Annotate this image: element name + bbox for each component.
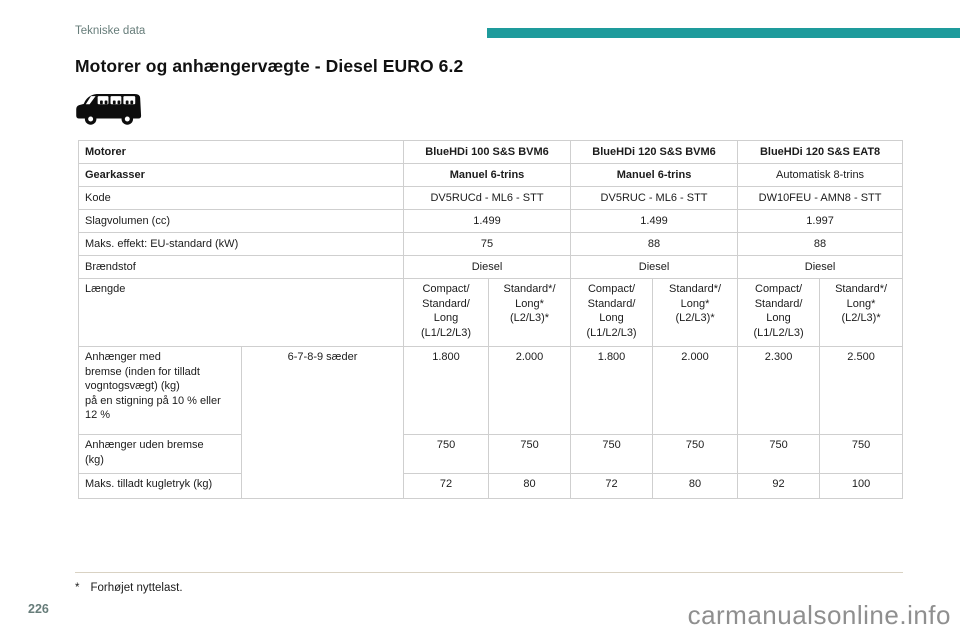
spec-value: 1.499 bbox=[403, 209, 572, 233]
spec-label: Kode bbox=[77, 186, 405, 210]
spec-value: 1.800 bbox=[570, 346, 654, 435]
van-icon bbox=[75, 92, 145, 127]
spec-label: Brændstof bbox=[77, 255, 405, 279]
spec-value: 750 bbox=[570, 434, 654, 474]
length-variant: Standard*/ Long* (L2/L3)* bbox=[652, 278, 739, 347]
engine-header: BlueHDi 120 S&S BVM6 bbox=[570, 140, 739, 164]
spec-value: Diesel bbox=[570, 255, 739, 279]
header-accent-bar bbox=[487, 28, 960, 38]
spec-value: Automatisk 8-trins bbox=[737, 163, 904, 187]
row-braked-trailer: Anhænger med bremse (inden for tilladt v… bbox=[78, 346, 904, 499]
row-displacement: Slagvolumen (cc) 1.499 1.499 1.997 bbox=[77, 209, 904, 233]
footnote: * Forhøjet nyttelast. bbox=[75, 582, 183, 594]
page-title: Motorer og anhængervægte - Diesel EURO 6… bbox=[75, 56, 464, 76]
spec-value: 2.000 bbox=[488, 346, 572, 435]
spec-value: DV5RUCd - ML6 - STT bbox=[403, 186, 572, 210]
engine-header: BlueHDi 100 S&S BVM6 bbox=[403, 140, 572, 164]
length-variant: Compact/ Standard/ Long (L1/L2/L3) bbox=[570, 278, 654, 347]
spec-value: 750 bbox=[488, 434, 572, 474]
spec-value: DW10FEU - AMN8 - STT bbox=[737, 186, 904, 210]
spec-value: 72 bbox=[403, 473, 490, 499]
spec-value: 80 bbox=[488, 473, 572, 499]
spec-label: Maks. tilladt kugletryk (kg) bbox=[78, 473, 242, 499]
spec-value: 2.000 bbox=[652, 346, 739, 435]
spec-value: Manuel 6-trins bbox=[570, 163, 739, 187]
spec-label: Maks. effekt: EU-standard (kW) bbox=[77, 232, 405, 256]
row-gearbox: Gearkasser Manuel 6-trins Manuel 6-trins… bbox=[77, 163, 904, 187]
spec-label: Motorer bbox=[77, 140, 405, 164]
row-nose-weight: Maks. tilladt kugletryk (kg) 72 80 72 80… bbox=[78, 473, 904, 499]
footnote-divider bbox=[75, 572, 903, 573]
spec-value: 2.500 bbox=[819, 346, 904, 435]
spec-value: 88 bbox=[737, 232, 904, 256]
engine-header: BlueHDi 120 S&S EAT8 bbox=[737, 140, 904, 164]
row-power: Maks. effekt: EU-standard (kW) 75 88 88 bbox=[77, 232, 904, 256]
spec-label: Slagvolumen (cc) bbox=[77, 209, 405, 233]
row-code: Kode DV5RUCd - ML6 - STT DV5RUC - ML6 - … bbox=[77, 186, 904, 210]
spec-value: 72 bbox=[570, 473, 654, 499]
spec-value: 100 bbox=[819, 473, 904, 499]
spec-value: DV5RUC - ML6 - STT bbox=[570, 186, 739, 210]
length-variant: Standard*/ Long* (L2/L3)* bbox=[819, 278, 904, 347]
spec-value: 92 bbox=[737, 473, 821, 499]
spec-value: 750 bbox=[652, 434, 739, 474]
row-length: Længde Compact/ Standard/ Long (L1/L2/L3… bbox=[77, 278, 904, 347]
length-variant: Compact/ Standard/ Long (L1/L2/L3) bbox=[403, 278, 490, 347]
spec-value: 750 bbox=[819, 434, 904, 474]
spec-value: 88 bbox=[570, 232, 739, 256]
breadcrumb: Tekniske data bbox=[75, 25, 146, 37]
spec-label: Længde bbox=[77, 278, 405, 347]
spec-value: 1.499 bbox=[570, 209, 739, 233]
spec-value: 1.800 bbox=[403, 346, 490, 435]
watermark: carmanualsonline.info bbox=[687, 600, 951, 630]
spec-label: Gearkasser bbox=[77, 163, 405, 187]
spec-value: 750 bbox=[737, 434, 821, 474]
seats-cell: 6-7-8-9 sæder bbox=[240, 346, 405, 499]
spec-value: 750 bbox=[403, 434, 490, 474]
spec-label: Anhænger med bremse (inden for tilladt v… bbox=[78, 346, 242, 435]
row-fuel: Brændstof Diesel Diesel Diesel bbox=[77, 255, 904, 279]
spec-value: Diesel bbox=[737, 255, 904, 279]
footnote-star: * bbox=[75, 582, 80, 594]
length-variant: Standard*/ Long* (L2/L3)* bbox=[488, 278, 572, 347]
spec-value: 1.997 bbox=[737, 209, 904, 233]
spec-label: Anhænger uden bremse (kg) bbox=[78, 434, 242, 474]
row-engines: Motorer BlueHDi 100 S&S BVM6 BlueHDi 120… bbox=[77, 140, 904, 164]
spec-table: Motorer BlueHDi 100 S&S BVM6 BlueHDi 120… bbox=[77, 140, 904, 499]
page-number: 226 bbox=[28, 602, 49, 616]
spec-value: 2.300 bbox=[737, 346, 821, 435]
length-variant: Compact/ Standard/ Long (L1/L2/L3) bbox=[737, 278, 821, 347]
spec-value: Diesel bbox=[403, 255, 572, 279]
spec-value: Manuel 6-trins bbox=[403, 163, 572, 187]
footnote-text: Forhøjet nyttelast. bbox=[90, 582, 183, 594]
spec-value: 75 bbox=[403, 232, 572, 256]
row-unbraked-trailer: Anhænger uden bremse (kg) 750 750 750 75… bbox=[78, 434, 904, 474]
spec-value: 80 bbox=[652, 473, 739, 499]
